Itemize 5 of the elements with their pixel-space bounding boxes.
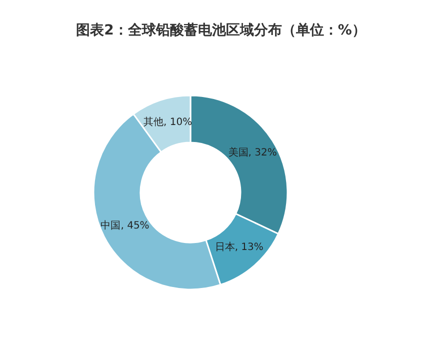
slice-label: 日本, 13% — [214, 241, 264, 254]
chart-title: 图表2：全球铅酸蓄电池区域分布（单位：%） — [76, 22, 366, 38]
slice-label: 中国, 45% — [100, 219, 150, 232]
slice-label: 其他, 10% — [143, 116, 192, 128]
slice-label: 美国, 32% — [228, 146, 277, 159]
